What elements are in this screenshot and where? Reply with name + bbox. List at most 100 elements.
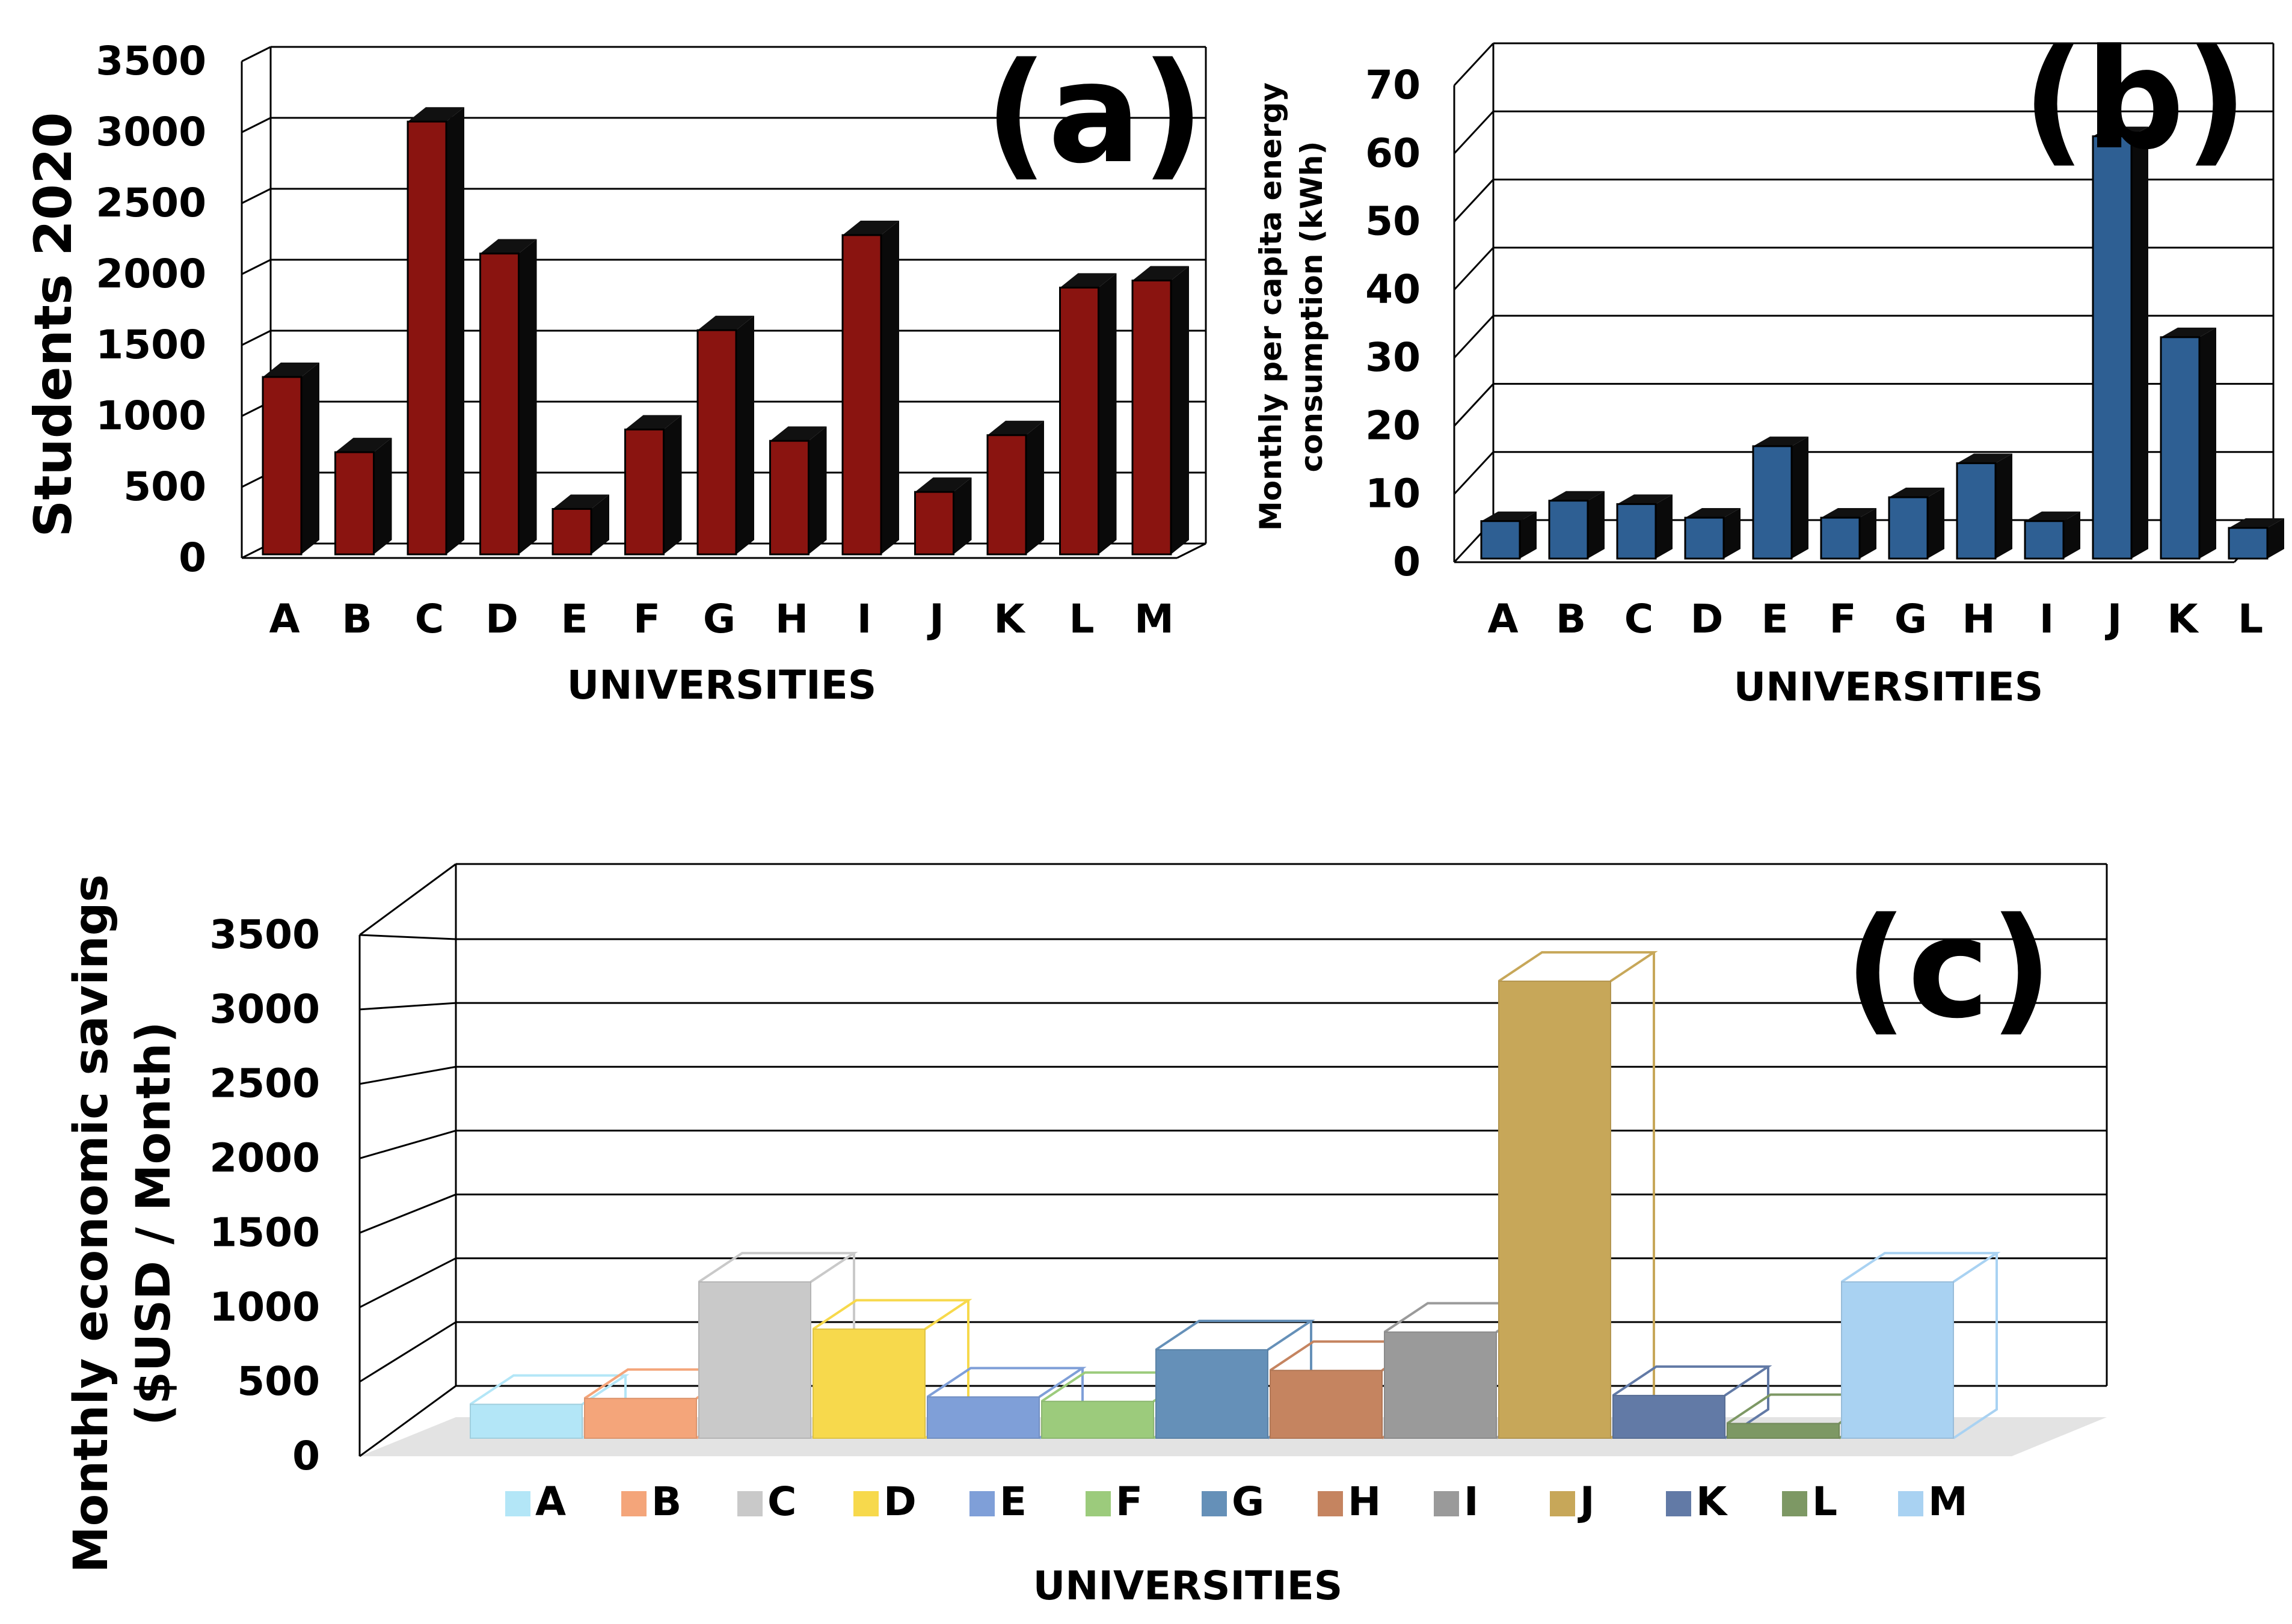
legend-label: L (1812, 1478, 1837, 1525)
chart-panel-c: 0 500 1000 1500 2000 2500 3000 3500 A B C D E F G H I J K… (64, 863, 2108, 1609)
chart-b-x-tick-label: A (1487, 596, 1518, 642)
bar-front-face (1888, 496, 1929, 560)
legend-swatch (1318, 1491, 1343, 1516)
bar-side-face (1588, 491, 1605, 559)
bar-top-face (408, 107, 464, 122)
chart-a-y-tick-label: 2000 (96, 251, 206, 297)
bar-top-face (1753, 437, 1808, 447)
chart-a-x-tick-label: F (633, 596, 660, 642)
legend-swatch (1434, 1491, 1459, 1516)
chart-a-y-tick-label: 2500 (96, 180, 206, 226)
bar-front-face (1155, 1349, 1268, 1439)
chart-c-y-tick-label: 500 (237, 1358, 320, 1405)
chart-b-y-tick-label: 60 (1365, 130, 1421, 176)
chart-b-bar-G (1888, 488, 1944, 560)
chart-b-side-gridline (1453, 247, 1495, 290)
chart-b-bar-D (1684, 508, 1741, 560)
chart-c-side-gridline (359, 1193, 456, 1234)
chart-a-x-tick-label: B (342, 596, 372, 642)
chart-c-y-tick-label: 0 (292, 1433, 320, 1479)
chart-c-panel-label: (c) (1845, 889, 2053, 1049)
chart-a-bar-F (624, 415, 682, 556)
bar-front-face (407, 120, 447, 556)
bar-side-face (446, 107, 464, 554)
legend-swatch (1086, 1491, 1111, 1516)
chart-b-x-tick-label: B (1556, 596, 1586, 642)
chart-b-frame (1453, 43, 2275, 563)
chart-a-x-tick-label: J (927, 596, 944, 642)
bar-side-face (1996, 453, 2012, 559)
bar-side-face (2199, 327, 2216, 559)
chart-c-bar-B (583, 1368, 744, 1439)
legend-swatch (621, 1491, 647, 1516)
chart-c-legend: A B C D E F G H I J K L M (505, 1478, 1968, 1525)
chart-a-bar-L (1059, 273, 1117, 556)
bar-front-face (813, 1328, 926, 1439)
chart-a-bar-G (696, 316, 754, 556)
chart-b-side-gridline (1453, 179, 1495, 222)
bar-top-face (263, 363, 319, 377)
bar-front-face (1956, 462, 1997, 560)
chart-b-bar-C (1616, 494, 1673, 560)
chart-b-y-tick-label: 30 (1365, 334, 1421, 381)
legend-label: C (767, 1478, 796, 1525)
bar-top-face (1060, 273, 1117, 288)
chart-a-y-ticks: 0 500 1000 1500 2000 2500 3000 3500 (96, 38, 206, 581)
chart-c-frame (358, 863, 2108, 1456)
chart-a-x-tick-label: M (1134, 596, 1174, 642)
chart-c-side-gridline (359, 1129, 456, 1160)
chart-a-y-tick-label: 3000 (96, 109, 206, 155)
legend-item-G: G (1202, 1478, 1264, 1525)
chart-b-ylabel-line1: Monthly per capita energy (1253, 82, 1288, 531)
bar-top-face (1889, 488, 1944, 498)
chart-b-y-tick-label: 20 (1365, 402, 1421, 449)
chart-b-x-tick-label: D (1691, 596, 1724, 642)
bar-side-face (2267, 518, 2284, 559)
bar-front-face (624, 428, 665, 556)
chart-b-bar-B (1548, 491, 1605, 560)
chart-b-bars (1480, 126, 2284, 560)
bar-front-face (1059, 286, 1099, 556)
bar-side-face (953, 477, 972, 554)
legend-item-M: M (1898, 1478, 1968, 1525)
chart-b-panel-label: (b) (2023, 20, 2248, 180)
chart-a-panel-label: (a) (985, 34, 1204, 194)
legend-swatch (505, 1491, 530, 1516)
bar-front-face (1041, 1400, 1154, 1439)
legend-label: J (1578, 1478, 1595, 1525)
legend-label: I (1464, 1478, 1479, 1525)
bar-side-face (1026, 420, 1044, 554)
chart-a-bar-K (986, 420, 1044, 556)
bar-side-face (518, 239, 537, 554)
bar-top-face (480, 239, 537, 254)
chart-a-x-tick-label: G (703, 596, 736, 642)
bar-top-face (625, 415, 682, 430)
bar-top-face (2229, 518, 2284, 529)
chart-b-bar-K (2160, 327, 2216, 560)
legend-item-K: K (1666, 1478, 1728, 1525)
chart-c-side-gridline (359, 1321, 456, 1383)
chart-b-side-gridline (1453, 315, 1495, 359)
bar-front-face (1480, 520, 1521, 560)
chart-b-bar-I (2024, 511, 2080, 560)
bar-top-face (1132, 266, 1189, 281)
chart-b-bar-H (1956, 453, 2012, 560)
bar-side-face (301, 363, 319, 554)
chart-b-y-tick-label: 0 (1393, 539, 1421, 585)
legend-item-J: J (1550, 1478, 1595, 1525)
chart-a-bar-H (769, 426, 827, 556)
chart-a-y-tick-label: 0 (179, 535, 206, 581)
bar-front-face (1270, 1370, 1383, 1439)
bar-front-face (479, 253, 520, 556)
chart-c-bar-K (1612, 1365, 1772, 1439)
chart-b-y-ticks: 0 10 20 30 40 50 60 70 (1365, 62, 1421, 585)
bar-top-face (770, 426, 827, 441)
chart-b-x-tick-label: I (2039, 596, 2054, 642)
bar-front-face (551, 507, 592, 556)
bar-front-face (2024, 520, 2065, 560)
legend-swatch (1666, 1491, 1691, 1516)
chart-c-y-tick-label: 3500 (209, 912, 320, 958)
